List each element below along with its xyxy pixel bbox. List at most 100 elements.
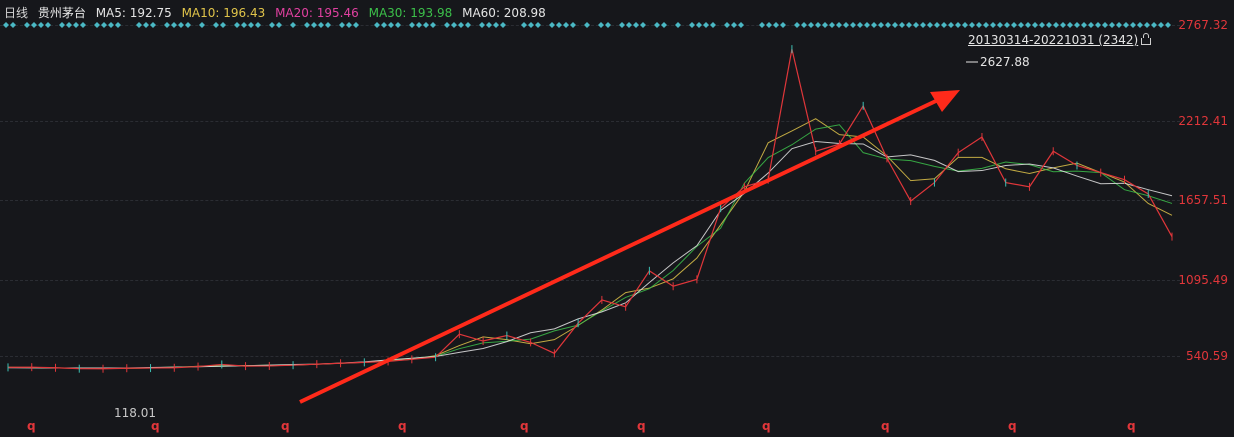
signal-diamond <box>94 22 100 28</box>
q-marker-1: q <box>27 419 36 433</box>
signal-diamond <box>1060 22 1066 28</box>
signal-diamond <box>661 22 667 28</box>
signal-diamond <box>241 22 247 28</box>
signal-diamond <box>885 22 891 28</box>
chart-header: 日线 贵州茅台 MA5: 192.75 MA10: 196.43 MA20: 1… <box>4 4 552 20</box>
signal-diamond <box>3 22 9 28</box>
low-price-label: 118.01 <box>114 406 156 420</box>
signal-diamond <box>290 22 296 28</box>
signal-diamond <box>143 22 149 28</box>
signal-diamond <box>549 22 555 28</box>
signal-diamond <box>10 22 16 28</box>
q-marker-8: q <box>881 419 890 433</box>
signal-diamond <box>864 22 870 28</box>
signal-diamond <box>409 22 415 28</box>
signal-diamond <box>738 22 744 28</box>
signal-diamond <box>850 22 856 28</box>
signal-diamond <box>346 22 352 28</box>
signal-diamond <box>703 22 709 28</box>
signal-diamond <box>269 22 275 28</box>
signal-diamond <box>521 22 527 28</box>
signal-diamond <box>325 22 331 28</box>
signal-diamond <box>381 22 387 28</box>
signal-diamond <box>570 22 576 28</box>
signal-diamond <box>934 22 940 28</box>
signal-diamond <box>493 22 499 28</box>
q-marker-2: q <box>151 419 160 433</box>
signal-diamond <box>213 22 219 28</box>
signal-diamond <box>605 22 611 28</box>
signal-diamond <box>451 22 457 28</box>
signal-diamond <box>563 22 569 28</box>
signal-diamond <box>276 22 282 28</box>
signal-diamond <box>913 22 919 28</box>
signal-diamond <box>374 22 380 28</box>
signal-diamond <box>45 22 51 28</box>
signal-diamond <box>304 22 310 28</box>
signal-diamond <box>843 22 849 28</box>
signal-diamond <box>766 22 772 28</box>
signal-diamond <box>479 22 485 28</box>
signal-diamond <box>892 22 898 28</box>
signal-diamond <box>1095 22 1101 28</box>
signal-diamond <box>220 22 226 28</box>
lock-icon[interactable] <box>1141 33 1152 45</box>
signal-diamond <box>1165 22 1171 28</box>
signal-diamond <box>1074 22 1080 28</box>
date-range-text: 20130314-20221031 (2342) <box>968 33 1139 47</box>
grid-line-4 <box>0 280 1180 281</box>
grid-line-3 <box>0 200 1180 201</box>
signal-diamond <box>1137 22 1143 28</box>
signal-diamond <box>990 22 996 28</box>
signal-diamond <box>388 22 394 28</box>
signal-diamond <box>535 22 541 28</box>
signal-diamond <box>1067 22 1073 28</box>
signal-diamond <box>115 22 121 28</box>
q-marker-10: q <box>1127 419 1136 433</box>
signal-diamond <box>689 22 695 28</box>
y-tick-label-3: 1657.51 <box>1178 193 1228 207</box>
signal-diamond <box>948 22 954 28</box>
signal-diamond <box>780 22 786 28</box>
signal-diamond <box>878 22 884 28</box>
signal-diamond <box>626 22 632 28</box>
signal-diamond <box>633 22 639 28</box>
signal-diamond <box>801 22 807 28</box>
signal-diamond <box>696 22 702 28</box>
period-label[interactable]: 日线 <box>4 6 29 20</box>
signal-diamond <box>1081 22 1087 28</box>
signal-diamond <box>598 22 604 28</box>
ma30-line <box>7 124 1173 369</box>
ma60-label: MA60: 208.98 <box>462 6 546 20</box>
signal-diamond <box>24 22 30 28</box>
q-marker-3: q <box>281 419 290 433</box>
signal-diamond <box>1109 22 1115 28</box>
signal-diamond <box>171 22 177 28</box>
signal-diamond <box>528 22 534 28</box>
signal-diamond <box>353 22 359 28</box>
signal-diamond <box>1018 22 1024 28</box>
y-tick-label-1: 2767.32 <box>1178 18 1228 32</box>
ma10-line <box>7 118 1173 370</box>
signal-diamond <box>1116 22 1122 28</box>
signal-diamond <box>248 22 254 28</box>
signal-diamond <box>1158 22 1164 28</box>
ma5-label: MA5: 192.75 <box>95 6 172 20</box>
signal-diamond <box>150 22 156 28</box>
signal-diamond <box>710 22 716 28</box>
signal-diamond <box>255 22 261 28</box>
signal-diamond <box>1004 22 1010 28</box>
signal-diamond <box>486 22 492 28</box>
q-marker-9: q <box>1008 419 1017 433</box>
signal-diamond <box>416 22 422 28</box>
signal-diamond <box>955 22 961 28</box>
signal-diamond <box>619 22 625 28</box>
date-range-label[interactable]: 20130314-20221031 (2342) <box>968 33 1152 47</box>
signal-diamond <box>857 22 863 28</box>
signal-diamond <box>1025 22 1031 28</box>
grid-line-2 <box>0 121 1180 122</box>
signal-diamond <box>395 22 401 28</box>
arrow-shaft <box>299 98 939 404</box>
signal-diamond <box>59 22 65 28</box>
